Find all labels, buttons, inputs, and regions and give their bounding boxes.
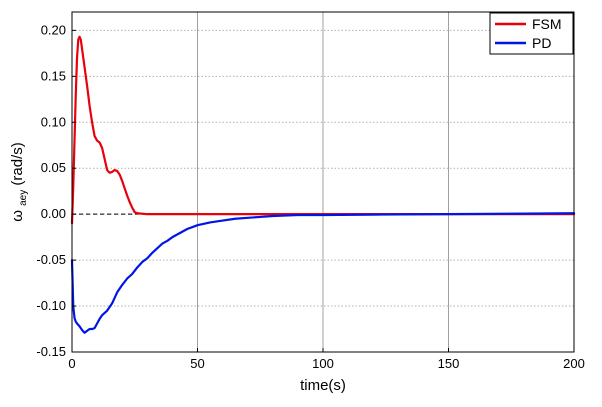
- x-tick-label: 200: [563, 356, 585, 371]
- y-tick-label: -0.05: [36, 252, 66, 267]
- y-axis-label-unit: (rad/s): [9, 142, 26, 185]
- y-tick-label: -0.15: [36, 344, 66, 359]
- legend-box: [489, 12, 574, 55]
- y-tick-label: 0.20: [41, 22, 66, 37]
- grid-layer: [72, 12, 574, 352]
- legend-label-pd: PD: [532, 35, 551, 51]
- y-tick-label: 0.15: [41, 68, 66, 83]
- y-tick-label: -0.10: [36, 298, 66, 313]
- series-line-fsm: [70, 35, 576, 225]
- legend: FSM PD: [489, 12, 574, 55]
- y-axis: -0.15 -0.10 -0.05 0.00 0.05 0.10 0.15 0.20: [36, 22, 76, 359]
- y-axis-label-subscript: aey: [18, 190, 29, 206]
- x-axis: 0 50 100 150 200: [68, 348, 585, 371]
- x-tick-label: 50: [190, 356, 204, 371]
- y-axis-label-symbol: ω: [9, 210, 26, 222]
- y-tick-label: 0.05: [41, 160, 66, 175]
- y-tick-label: 0.00: [41, 206, 66, 221]
- x-axis-label: time(s): [300, 377, 346, 394]
- series-layer: [70, 35, 576, 334]
- x-tick-label: 150: [438, 356, 460, 371]
- legend-label-fsm: FSM: [532, 16, 562, 32]
- series-line-pd: [70, 212, 576, 334]
- y-axis-label: ω aey (rad/s): [9, 142, 30, 222]
- y-tick-label: 0.10: [41, 114, 66, 129]
- x-tick-label: 100: [312, 356, 334, 371]
- x-tick-label: 0: [68, 356, 75, 371]
